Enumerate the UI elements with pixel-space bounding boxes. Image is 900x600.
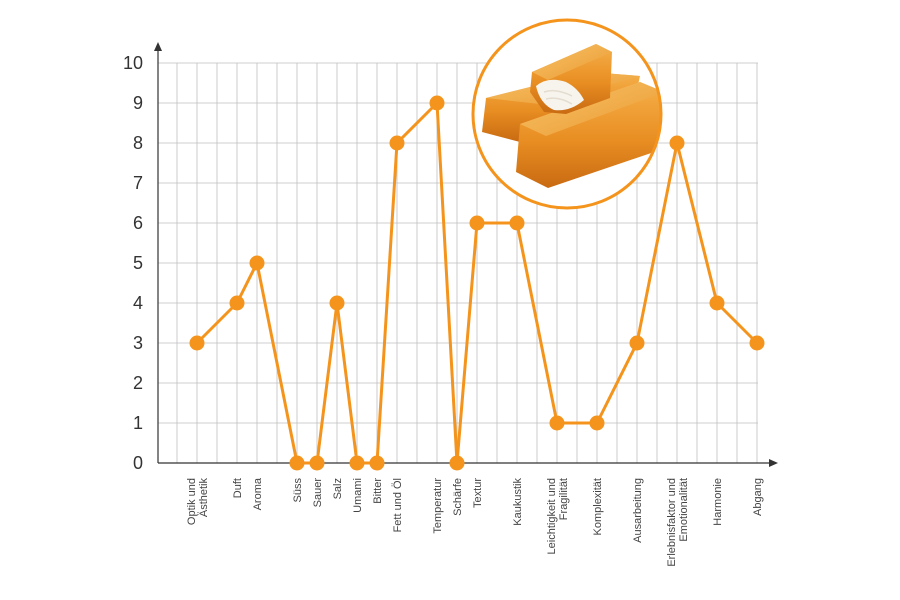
- x-tick-label: Süss: [292, 478, 304, 503]
- data-point: [629, 335, 645, 351]
- x-tick-label: Komplexität: [592, 478, 604, 535]
- data-point: [589, 415, 605, 431]
- x-tick-label: Fett und Öl: [392, 478, 404, 532]
- x-tick-label: Ästhetik: [198, 478, 210, 518]
- x-tick-label: Ausarbeitung: [632, 478, 644, 543]
- x-tick-labels: Optik und Ästhetik Duft Aroma Süss Sauer Salz U…: [186, 477, 764, 567]
- x-tick-label: Aroma: [252, 477, 264, 510]
- y-tick-label: 5: [133, 253, 143, 273]
- y-tick-label: 9: [133, 93, 143, 113]
- y-tick-label: 6: [133, 213, 143, 233]
- data-point: [349, 455, 365, 471]
- data-point: [289, 455, 305, 471]
- x-tick-label: Kaukustik: [512, 478, 524, 526]
- data-point: [549, 415, 565, 431]
- x-tick-label: Umami: [352, 478, 364, 513]
- x-axis-arrow-icon: [769, 459, 778, 467]
- data-point: [509, 215, 525, 231]
- x-tick-label: Leichtigkeit und: [546, 478, 558, 554]
- x-tick-label: Bitter: [372, 478, 384, 504]
- y-tick-label: 1: [133, 413, 143, 433]
- data-point: [329, 295, 345, 311]
- y-tick-label: 4: [133, 293, 143, 313]
- data-point: [429, 95, 445, 111]
- x-tick-label: Duft: [232, 478, 244, 498]
- y-tick-label: 10: [123, 53, 143, 73]
- x-tick-label: Harmonie: [712, 478, 724, 526]
- x-tick-label: Temperatur: [432, 478, 444, 534]
- data-point: [229, 295, 245, 311]
- x-tick-label: Sauer: [312, 478, 324, 508]
- x-tick-label: Textur: [472, 478, 484, 508]
- axes: [154, 42, 778, 467]
- horizontal-grid: [158, 62, 758, 424]
- x-tick-label: Abgang: [752, 478, 764, 516]
- y-axis-arrow-icon: [154, 42, 162, 51]
- data-point: [369, 455, 385, 471]
- fish-sticks-photo: [471, 18, 663, 210]
- y-tick-label: 3: [133, 333, 143, 353]
- data-point: [709, 295, 725, 311]
- data-point: [249, 255, 265, 271]
- x-tick-label: Schärfe: [452, 478, 464, 516]
- x-tick-label: Optik und: [186, 478, 198, 525]
- data-point: [669, 135, 685, 151]
- data-point: [469, 215, 485, 231]
- x-tick-label: Salz: [332, 478, 344, 499]
- y-tick-label: 8: [133, 133, 143, 153]
- data-point: [189, 335, 205, 351]
- y-tick-label: 7: [133, 173, 143, 193]
- data-points: [189, 95, 765, 471]
- data-point: [749, 335, 765, 351]
- x-tick-label: Erlebnisfaktor und: [666, 478, 678, 567]
- y-tick-labels: 0 1 2 3 4 5 6 7 8 9 10: [123, 53, 143, 473]
- x-tick-label: Emotionalität: [678, 478, 690, 542]
- data-point: [309, 455, 325, 471]
- data-point: [449, 455, 465, 471]
- y-tick-label: 0: [133, 453, 143, 473]
- data-point: [389, 135, 405, 151]
- y-tick-label: 2: [133, 373, 143, 393]
- x-tick-label: Fragilität: [558, 478, 570, 520]
